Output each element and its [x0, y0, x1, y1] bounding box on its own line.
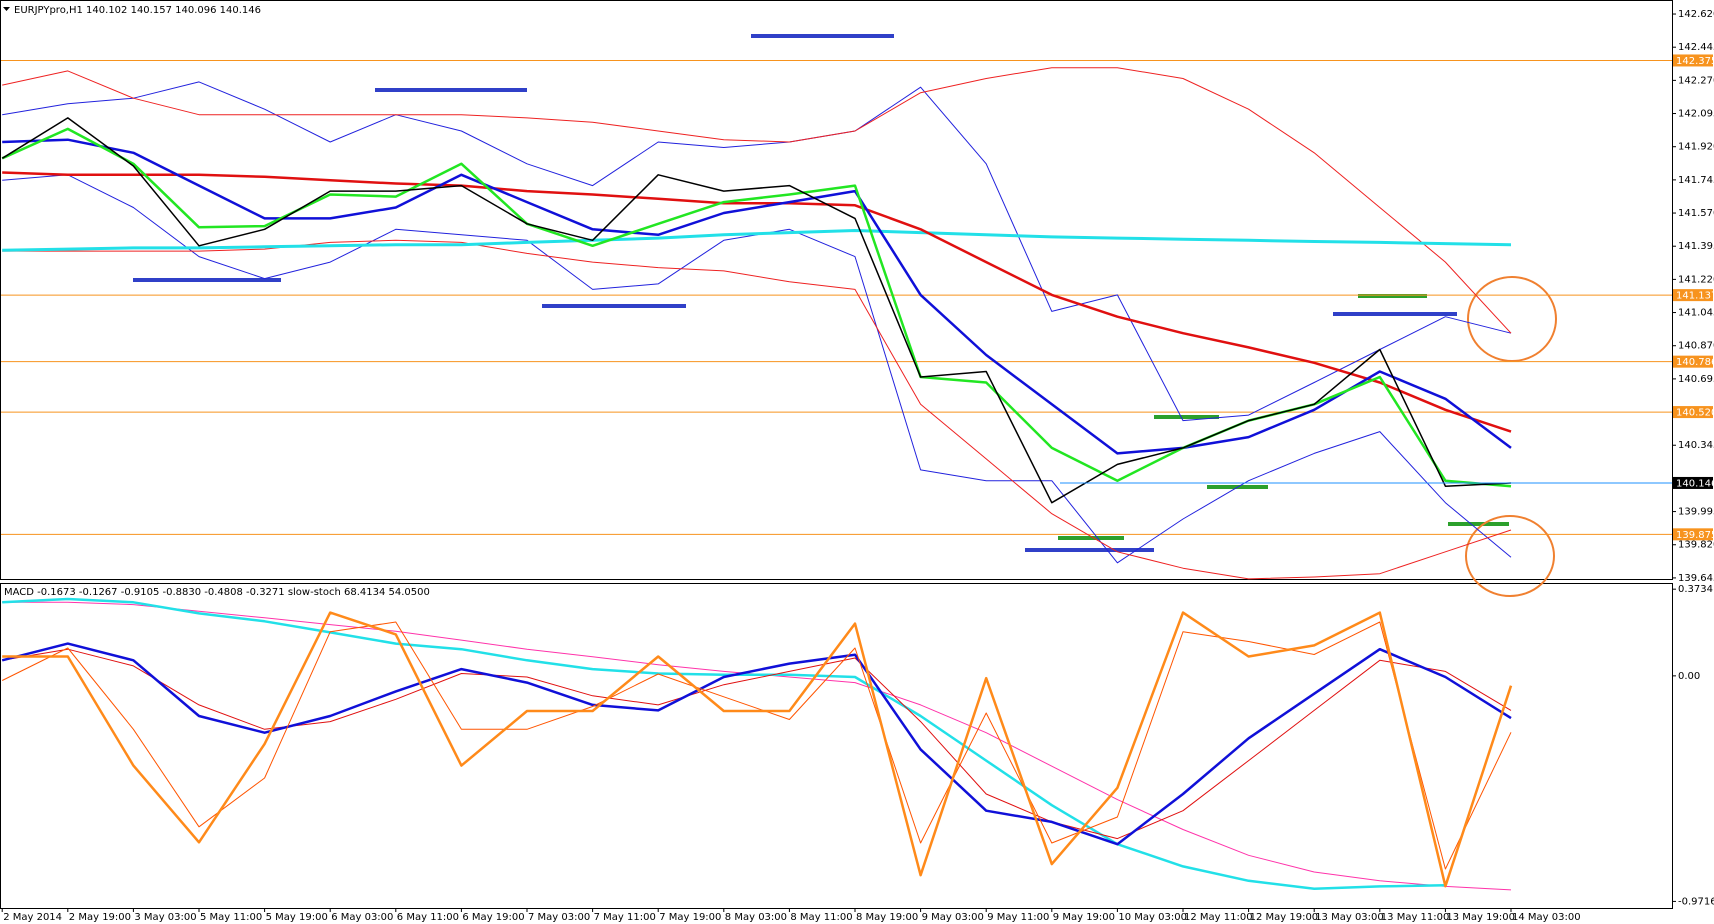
series-line — [2, 601, 1512, 891]
highlight-circle — [1467, 276, 1557, 362]
x-tick-label: 9 May 19:00 — [1053, 912, 1115, 923]
series-line — [1, 621, 1512, 870]
level-label-box — [1673, 406, 1713, 419]
menu-arrow[interactable] — [3, 7, 10, 11]
y-tick-label: 142.095 — [1678, 109, 1714, 120]
series-line — [2, 67, 1512, 334]
indicator-panel — [0, 583, 1673, 909]
x-tick-label: 6 May 03:00 — [331, 912, 393, 923]
series-line — [2, 611, 1513, 888]
x-tick-label: 13 May 03:00 — [1315, 912, 1384, 923]
x-tick-label: 7 May 19:00 — [659, 912, 721, 923]
price-panel — [0, 0, 1673, 580]
series-line — [2, 648, 1512, 840]
y-tick-label: 142.270 — [1678, 75, 1714, 86]
y-tick-label: 142.445 — [1678, 42, 1714, 53]
chart-title: EURJPYpro,H1 140.102 140.157 140.096 140… — [14, 5, 261, 16]
x-tick-label: 7 May 11:00 — [594, 912, 656, 923]
x-tick-label: 3 May 03:00 — [134, 912, 196, 923]
x-tick-label: 13 May 11:00 — [1381, 912, 1450, 923]
y-tick-label: 140.695 — [1678, 374, 1714, 385]
x-tick-label: 8 May 03:00 — [725, 912, 787, 923]
y-tick-label: -0.9716 — [1678, 896, 1714, 907]
x-tick-label: 5 May 19:00 — [266, 912, 328, 923]
last-price-box — [1673, 476, 1713, 489]
series-line — [1, 117, 1512, 504]
level-label-box — [1673, 528, 1713, 541]
level-label: 142.375 — [1676, 56, 1714, 67]
y-tick-label: 141.745 — [1678, 175, 1714, 186]
x-tick-label: 8 May 11:00 — [790, 912, 852, 923]
x-tick-label: 2 May 2014 — [3, 912, 62, 923]
series-line — [2, 229, 1512, 252]
x-tick-label: 14 May 03:00 — [1512, 912, 1581, 923]
level-label: 141.137 — [1676, 291, 1714, 302]
x-tick-label: 9 May 03:00 — [922, 912, 984, 923]
highlight-circle — [1465, 515, 1555, 597]
y-tick-label: 139.820 — [1678, 540, 1714, 551]
x-tick-label: 12 May 11:00 — [1184, 912, 1253, 923]
series-line — [2, 597, 1446, 890]
series-line — [1, 642, 1512, 846]
y-tick-label: 141.395 — [1678, 241, 1714, 252]
indicator-title: MACD -0.1673 -0.1267 -0.9105 -0.8830 -0.… — [4, 587, 430, 598]
series-line — [2, 81, 1512, 422]
level-label-box — [1673, 54, 1713, 67]
last-price-label: 140.146 — [1676, 478, 1714, 489]
y-tick-label: 0.00 — [1678, 671, 1700, 682]
x-tick-label: 9 May 11:00 — [987, 912, 1049, 923]
x-tick-label: 12 May 19:00 — [1250, 912, 1319, 923]
y-tick-label: 140.345 — [1678, 440, 1714, 451]
y-tick-label: 140.870 — [1678, 341, 1714, 352]
x-tick-label: 7 May 03:00 — [528, 912, 590, 923]
series-line — [1, 127, 1512, 488]
y-tick-label: 141.220 — [1678, 274, 1714, 285]
x-tick-label: 6 May 11:00 — [397, 912, 459, 923]
series-line — [2, 138, 1512, 455]
annotations — [133, 34, 1557, 597]
level-label: 140.786 — [1676, 357, 1714, 368]
y-tick-label: 139.995 — [1678, 507, 1714, 518]
level-label: 140.520 — [1676, 408, 1714, 419]
y-tick-label: 141.570 — [1678, 208, 1714, 219]
x-tick-label: 2 May 19:00 — [69, 912, 131, 923]
x-tick-label: 8 May 19:00 — [856, 912, 918, 923]
level-label-box — [1673, 355, 1713, 368]
series-line — [2, 171, 1512, 433]
y-tick-label: 141.045 — [1678, 308, 1714, 319]
x-tick-label: 6 May 19:00 — [462, 912, 524, 923]
series-line — [2, 239, 1512, 580]
y-tick-label: 139.645 — [1678, 573, 1714, 584]
level-label: 139.875 — [1676, 530, 1714, 541]
x-tick-label: 5 May 11:00 — [200, 912, 262, 923]
y-tick-label: 141.920 — [1678, 142, 1714, 153]
x-tick-label: 10 May 03:00 — [1118, 912, 1187, 923]
y-tick-label: 142.620 — [1678, 9, 1714, 20]
level-label-box — [1673, 289, 1713, 302]
x-tick-label: 13 May 19:00 — [1446, 912, 1515, 923]
y-tick-label: 0.3734 — [1678, 584, 1713, 595]
